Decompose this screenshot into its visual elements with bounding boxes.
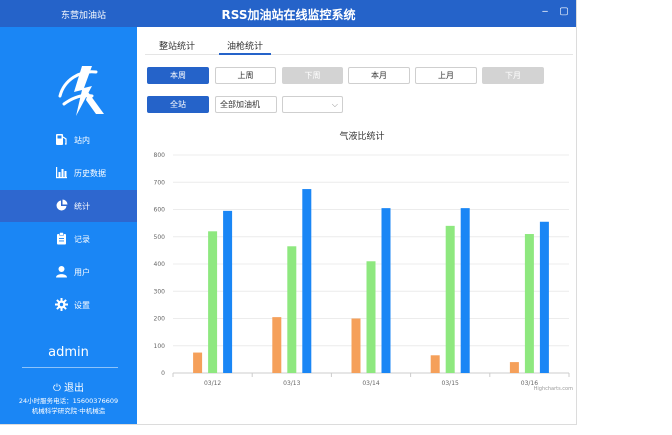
- chart-bars: [193, 189, 549, 373]
- bar: [287, 246, 297, 373]
- x-tick-label: 03/16: [521, 380, 538, 387]
- y-axis: 0 100 200 300 400 500 600 700 800: [154, 152, 166, 377]
- sidebar-item-statistics[interactable]: 统计: [0, 190, 137, 222]
- tab-station-stats[interactable]: 整站统计: [159, 42, 196, 52]
- sidebar-item-label: 统计: [74, 202, 90, 211]
- bar: [381, 208, 391, 373]
- y-tick-label: 0: [161, 370, 165, 377]
- y-tick-label: 700: [154, 179, 166, 186]
- bar: [302, 189, 312, 373]
- y-tick-label: 200: [154, 316, 166, 323]
- chart-credit: Highcharts.com: [534, 386, 573, 392]
- sidebar-item-records[interactable]: 记录: [0, 223, 137, 255]
- fuel-pump-icon: [56, 134, 67, 145]
- power-icon: ⏻: [52, 383, 61, 394]
- username: admin: [48, 345, 89, 360]
- bar: [351, 318, 361, 373]
- title-bar: 东营加油站 RSS加油站在线监控系统 ‒ ▢: [0, 0, 577, 27]
- main-panel: 整站统计 油枪统计 本周 上周 下周 本月 上月 下月 全站 全部加油机 ⌵ 气…: [137, 27, 577, 425]
- active-tab-indicator: [219, 53, 271, 55]
- x-tick-label: 03/15: [442, 380, 459, 387]
- machine-select-value: 全部加油机: [220, 100, 260, 109]
- minimize-button[interactable]: ‒: [541, 6, 549, 17]
- all-station-button[interactable]: 全站: [147, 96, 209, 113]
- station-name: 东营加油站: [61, 11, 107, 21]
- bar: [193, 352, 203, 373]
- bar: [430, 355, 440, 373]
- this-week-button[interactable]: 本周: [147, 67, 209, 84]
- x-tick-label: 03/14: [362, 380, 379, 387]
- sidebar-item-settings[interactable]: 设置: [0, 289, 137, 321]
- organization: 机械科学研究院·中机械造: [31, 407, 106, 415]
- logout-label: 退出: [64, 383, 85, 394]
- bar: [524, 234, 534, 373]
- y-tick-label: 800: [154, 152, 166, 159]
- bar: [539, 221, 549, 373]
- sidebar-item-label: 站内: [74, 136, 90, 145]
- y-tick-label: 500: [154, 234, 166, 241]
- service-phone: 24小时服务电话：15600376609: [18, 397, 119, 405]
- gun-select[interactable]: ⌵: [282, 96, 343, 113]
- bar: [272, 317, 282, 373]
- bar-chart-icon: [56, 167, 67, 179]
- pie-chart-icon: [56, 199, 68, 211]
- x-tick-label: 03/13: [283, 380, 300, 387]
- y-tick-label: 600: [154, 207, 166, 214]
- chevron-down-icon: ⌵: [331, 100, 338, 109]
- y-tick-label: 300: [154, 288, 166, 295]
- y-tick-label: 100: [154, 343, 166, 350]
- sidebar-item-history[interactable]: 历史数据: [0, 157, 137, 189]
- maximize-button[interactable]: ▢: [559, 6, 569, 17]
- tab-divider: [145, 54, 573, 55]
- sidebar-divider: [22, 367, 118, 368]
- bar: [366, 261, 376, 373]
- y-tick-label: 400: [154, 261, 166, 268]
- gear-icon: [55, 298, 68, 311]
- sidebar-item-label: 设置: [74, 301, 90, 310]
- chart-title: 气液比统计: [339, 130, 384, 142]
- user-icon: [56, 266, 67, 278]
- machine-select[interactable]: 全部加油机: [215, 96, 277, 113]
- bar: [509, 362, 519, 373]
- sidebar: 站内 历史数据 统计: [0, 27, 137, 425]
- next-week-button[interactable]: 下周: [282, 67, 343, 84]
- bar: [208, 231, 218, 373]
- bar: [445, 225, 455, 373]
- sidebar-item-station[interactable]: 站内: [0, 124, 137, 156]
- this-month-button[interactable]: 本月: [348, 67, 410, 84]
- next-month-button[interactable]: 下月: [482, 67, 544, 84]
- tab-gun-stats[interactable]: 油枪统计: [227, 42, 264, 52]
- x-axis: 03/12 03/13 03/14 03/15 03/16: [172, 373, 570, 387]
- app-title: RSS加油站在线监控系统: [221, 8, 356, 22]
- logout-button[interactable]: ⏻ 退出: [0, 379, 137, 394]
- sidebar-item-label: 记录: [74, 235, 90, 244]
- sidebar-item-users[interactable]: 用户: [0, 256, 137, 288]
- bar: [223, 210, 233, 373]
- last-week-button[interactable]: 上周: [215, 67, 276, 84]
- last-month-button[interactable]: 上月: [415, 67, 477, 84]
- app-window: 东营加油站 RSS加油站在线监控系统 ‒ ▢ 站内: [0, 0, 577, 425]
- sidebar-item-label: 历史数据: [74, 169, 106, 178]
- x-tick-label: 03/12: [204, 380, 221, 387]
- bar: [460, 208, 470, 373]
- clipboard-icon: [57, 232, 66, 245]
- sidebar-item-label: 用户: [74, 268, 90, 277]
- logo-icon: [58, 66, 104, 116]
